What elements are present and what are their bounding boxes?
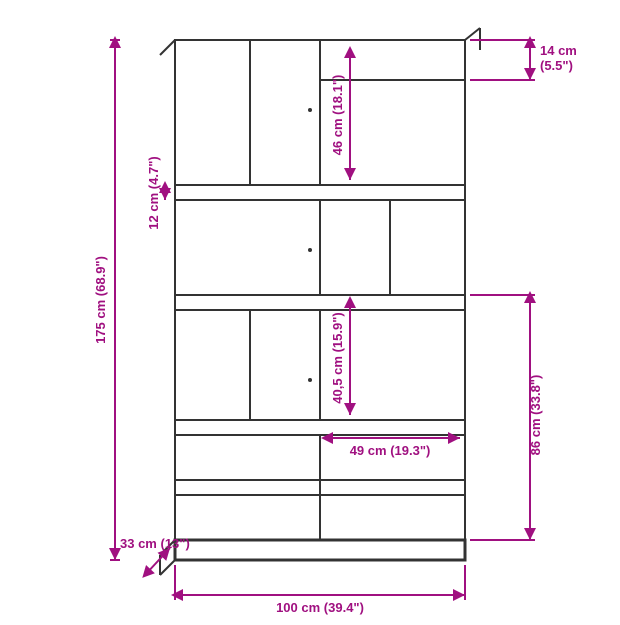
svg-text:175 cm (68.9"): 175 cm (68.9"): [93, 256, 108, 344]
label-405-in: (15.9"): [330, 312, 345, 352]
svg-text:12 cm (4.7"): 12 cm (4.7"): [146, 156, 161, 229]
svg-text:100 cm (39.4"): 100 cm (39.4"): [276, 600, 364, 615]
label-100-cm: 100 cm: [276, 600, 320, 615]
dimension-labels: 175 cm (68.9") 12 cm (4.7") 46 cm (18.1"…: [93, 43, 577, 615]
label-49-cm: 49 cm: [350, 443, 387, 458]
label-405-cm: 40,5 cm: [330, 356, 345, 404]
label-33-in: (13"): [161, 536, 190, 551]
svg-text:33 cm (13"): 33 cm (13"): [120, 536, 190, 551]
svg-text:86 cm (33.8"): 86 cm (33.8"): [528, 375, 543, 456]
svg-text:46 cm (18.1"): 46 cm (18.1"): [330, 75, 345, 156]
dimension-lines: [110, 40, 535, 600]
label-46-cm: 46 cm: [330, 118, 345, 155]
label-total-height-in: (68.9"): [93, 256, 108, 296]
label-14-cm: 14 cm: [540, 43, 577, 58]
label-gap-left-cm: 12 cm: [146, 193, 161, 230]
svg-text:40,5 cm (15.9"): 40,5 cm (15.9"): [330, 312, 345, 403]
label-100-in: (39.4"): [324, 600, 364, 615]
svg-text:14 cm: 14 cm: [540, 43, 577, 58]
label-14-in: (5.5"): [540, 58, 573, 73]
label-86-in: (33.8"): [528, 375, 543, 415]
label-33-cm: 33 cm: [120, 536, 157, 551]
dimension-diagram: 175 cm (68.9") 12 cm (4.7") 46 cm (18.1"…: [0, 0, 620, 620]
label-49-in: (19.3"): [390, 443, 430, 458]
label-86-cm: 86 cm: [528, 418, 543, 455]
svg-text:(5.5"): (5.5"): [540, 58, 573, 73]
furniture-shape: [160, 28, 480, 575]
label-total-height-cm: 175 cm: [93, 300, 108, 344]
label-gap-left-in: (4.7"): [146, 156, 161, 189]
label-46-in: (18.1"): [330, 75, 345, 115]
svg-text:49 cm (19.3"): 49 cm (19.3"): [350, 443, 431, 458]
